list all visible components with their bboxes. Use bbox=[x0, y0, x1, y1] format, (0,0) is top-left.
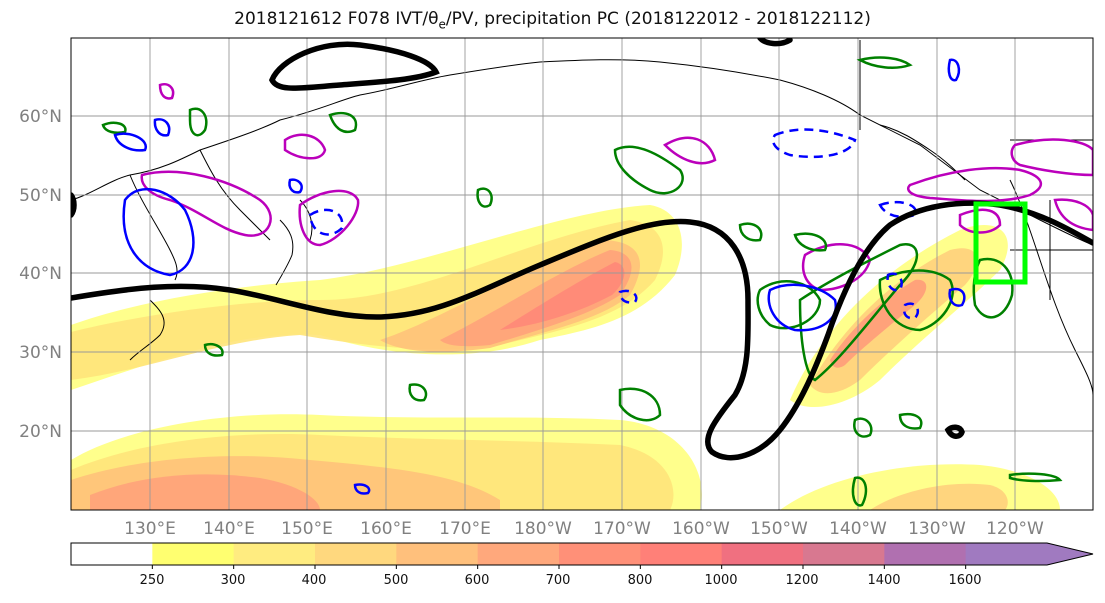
target-region-box bbox=[973, 201, 1028, 285]
colorbar-tick-label: 800 bbox=[628, 573, 653, 588]
lon-label: 170°E bbox=[439, 519, 491, 539]
lon-label: 150°W bbox=[750, 519, 808, 539]
lon-label: 160°E bbox=[360, 519, 412, 539]
colorbar-outline bbox=[70, 542, 1094, 566]
colorbar-swatches bbox=[71, 543, 1093, 565]
green-contours bbox=[101, 56, 1063, 507]
colorbar-ticks bbox=[151, 565, 967, 569]
colorbar: 250 300 400 500 600 700 800 1000 1200 14… bbox=[70, 542, 1094, 588]
colorbar-swatch bbox=[396, 543, 479, 565]
lat-label: 20°N bbox=[19, 422, 62, 442]
lon-label: 130°W bbox=[908, 519, 966, 539]
colorbar-swatch bbox=[71, 543, 153, 565]
lat-label: 30°N bbox=[19, 343, 62, 363]
colorbar-swatch bbox=[315, 543, 397, 565]
colorbar-tick-label: 1400 bbox=[867, 573, 900, 588]
lon-label: 170°W bbox=[593, 519, 651, 539]
colorbar-swatch bbox=[721, 543, 804, 565]
lon-label: 150°E bbox=[281, 519, 333, 539]
colorbar-tick-label: 250 bbox=[140, 573, 165, 588]
colorbar-tick-label: 400 bbox=[302, 573, 327, 588]
colorbar-swatch bbox=[233, 543, 316, 565]
lon-label: 140°W bbox=[829, 519, 887, 539]
colorbar-swatch bbox=[640, 543, 723, 565]
colorbar-tick-label: 300 bbox=[221, 573, 246, 588]
colorbar-tick-label: 1000 bbox=[704, 573, 737, 588]
colorbar-swatch bbox=[803, 543, 885, 565]
lon-label: 130°E bbox=[124, 519, 176, 539]
map-area bbox=[71, 38, 1093, 510]
latitude-labels: 60°N 50°N 40°N 30°N 20°N bbox=[19, 107, 62, 442]
lat-label: 40°N bbox=[19, 264, 62, 284]
colorbar-tick-label: 500 bbox=[384, 573, 409, 588]
lat-label: 50°N bbox=[19, 186, 62, 206]
colorbar-swatch bbox=[477, 543, 560, 565]
lat-label: 60°N bbox=[19, 107, 62, 127]
lon-label: 140°E bbox=[203, 519, 255, 539]
magenta-contours bbox=[140, 83, 1093, 292]
blue-dashed-contours bbox=[308, 128, 920, 320]
colorbar-swatch bbox=[884, 543, 967, 565]
colorbar-labels: 250 300 400 500 600 700 800 1000 1200 14… bbox=[140, 573, 982, 588]
lon-label: 160°W bbox=[672, 519, 730, 539]
longitude-labels: 130°E 140°E 150°E 160°E 170°E 180°W 170°… bbox=[124, 519, 1044, 539]
map-frame bbox=[70, 37, 1094, 511]
gridlines bbox=[71, 38, 1093, 510]
colorbar-tick-label: 600 bbox=[465, 573, 490, 588]
lon-label: 120°W bbox=[986, 519, 1044, 539]
colorbar-swatch bbox=[965, 543, 1093, 565]
colorbar-tick-label: 1200 bbox=[785, 573, 818, 588]
blue-contours bbox=[113, 58, 966, 495]
colorbar-tick-label: 1600 bbox=[948, 573, 981, 588]
plot-title: 2018121612 F078 IVT/θe/PV, precipitation… bbox=[234, 9, 871, 32]
lon-label: 180°W bbox=[514, 519, 572, 539]
pv-contours bbox=[71, 38, 1093, 461]
colorbar-tick-label: 700 bbox=[546, 573, 571, 588]
colorbar-swatch bbox=[152, 543, 235, 565]
colorbar-swatch bbox=[559, 543, 641, 565]
